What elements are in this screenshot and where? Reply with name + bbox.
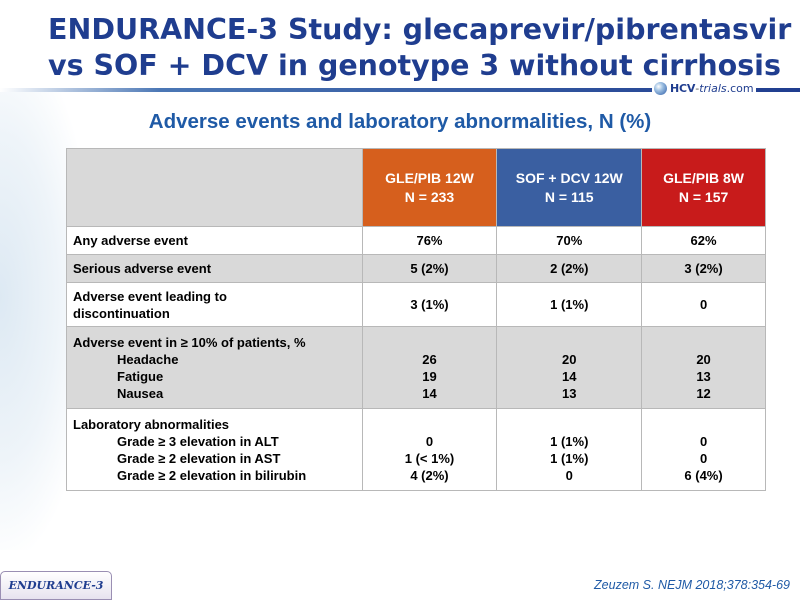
cell-value: 0 [641, 282, 766, 327]
header-sof-dcv-12w-n: N = 115 [544, 188, 594, 205]
cell-values: 20 14 13 [496, 326, 643, 409]
row-heading: Adverse event in ≥ 10% of patients, % [73, 334, 306, 350]
sub-item-fatigue: Fatigue [117, 368, 164, 384]
table-row-serious-ae: Serious adverse event 5 (2%) 2 (2%) 3 (2… [66, 254, 766, 283]
row-label-line-1: Adverse event leading to [73, 288, 227, 304]
logo-prefix: HCV [670, 82, 696, 95]
cell-value: 19 [422, 368, 437, 384]
cell-value: 14 [562, 368, 577, 384]
cell-value: 14 [422, 385, 437, 401]
cell-values: 20 13 12 [641, 326, 766, 409]
cell-value: 1 (1%) [550, 433, 589, 449]
table-row-lab-abnormalities: Laboratory abnormalities Grade ≥ 3 eleva… [66, 408, 766, 491]
slide-title-line-2: vs SOF + DCV in genotype 3 without cirrh… [48, 49, 781, 82]
header-gle-pib-12w: GLE/PIB 12W N = 233 [361, 148, 498, 227]
sub-item-nausea: Nausea [117, 385, 164, 401]
cell-value: 13 [562, 385, 577, 401]
citation: Zeuzem S. NEJM 2018;378:354-69 [594, 578, 790, 592]
cell-value: 0 [565, 467, 573, 483]
cell-value: 12 [696, 385, 711, 401]
row-label: Any adverse event [66, 226, 363, 255]
sub-item-alt: Grade ≥ 3 elevation in ALT [117, 433, 279, 449]
cell-value: 1 (1%) [550, 450, 589, 466]
sub-item-bilirubin: Grade ≥ 2 elevation in bilirubin [117, 467, 307, 483]
cell-values: 26 19 14 [361, 326, 498, 409]
cell-value: 0 [425, 433, 434, 449]
cell-value: 6 (4%) [684, 467, 723, 483]
row-label-line-2: discontinuation [73, 305, 170, 321]
table-row-any-ae: Any adverse event 76% 70% 62% [66, 226, 766, 255]
globe-icon [654, 82, 667, 95]
header-gle-pib-8w-n: N = 157 [678, 188, 729, 205]
cell-value: 1 (1%) [496, 282, 643, 327]
logo-middle: trials [699, 82, 727, 95]
header-gle-pib-12w-n: N = 233 [404, 188, 455, 205]
cell-value: 3 (2%) [641, 254, 766, 283]
slide-title: ENDURANCE-3 Study: glecaprevir/pibrentas… [48, 12, 792, 84]
cell-value: 0 [699, 433, 708, 449]
cell-value: 2 (2%) [496, 254, 643, 283]
cell-value: 13 [696, 368, 711, 384]
cell-value: 4 (2%) [410, 467, 449, 483]
cell-value: 20 [562, 351, 577, 367]
table-row-ae-10pct: Adverse event in ≥ 10% of patients, % He… [66, 326, 766, 409]
logo-dash: - [695, 82, 700, 95]
sub-item-headache: Headache [117, 351, 179, 367]
cell-value: 3 (1%) [361, 282, 498, 327]
header-gle-pib-8w: GLE/PIB 8W N = 157 [641, 148, 766, 227]
header-gle-pib-12w-regimen: GLE/PIB 12W [385, 169, 474, 186]
table-header-row: GLE/PIB 12W N = 233 SOF + DCV 12W N = 11… [66, 148, 766, 227]
header-sof-dcv-12w: SOF + DCV 12W N = 115 [496, 148, 643, 227]
cell-value: 26 [422, 351, 437, 367]
cell-value: 76% [361, 226, 498, 255]
row-label: Adverse event leading to discontinuation [66, 282, 363, 327]
hcv-trials-logo: HCV - trials .com [652, 80, 756, 97]
row-label: Adverse event in ≥ 10% of patients, % He… [66, 326, 363, 409]
table-subtitle: Adverse events and laboratory abnormalit… [148, 110, 652, 133]
sub-item-ast: Grade ≥ 2 elevation in AST [117, 450, 281, 466]
row-heading: Laboratory abnormalities [73, 416, 230, 432]
row-label: Laboratory abnormalities Grade ≥ 3 eleva… [66, 408, 363, 491]
header-divider [0, 88, 800, 92]
logo-suffix: .com [726, 82, 754, 95]
adverse-events-table: GLE/PIB 12W N = 233 SOF + DCV 12W N = 11… [66, 148, 766, 491]
slide-title-line-1: ENDURANCE-3 Study: glecaprevir/pibrentas… [48, 13, 792, 46]
cell-values: 0 0 6 (4%) [641, 408, 766, 491]
cell-values: 0 1 (< 1%) 4 (2%) [361, 408, 498, 491]
cell-value: 0 [699, 450, 708, 466]
row-label: Serious adverse event [66, 254, 363, 283]
cell-value: 20 [696, 351, 711, 367]
header-gle-pib-8w-regimen: GLE/PIB 8W [663, 169, 745, 186]
cell-values: 1 (1%) 1 (1%) 0 [496, 408, 643, 491]
header-sof-dcv-12w-regimen: SOF + DCV 12W [515, 169, 623, 186]
table-row-ae-discontinuation: Adverse event leading to discontinuation… [66, 282, 766, 327]
header-blank-cell [66, 148, 363, 227]
cell-value: 62% [641, 226, 766, 255]
cell-value: 5 (2%) [361, 254, 498, 283]
cell-value: 70% [496, 226, 643, 255]
cell-value: 1 (< 1%) [404, 450, 455, 466]
study-name-tab: ENDURANCE-3 [0, 571, 112, 600]
